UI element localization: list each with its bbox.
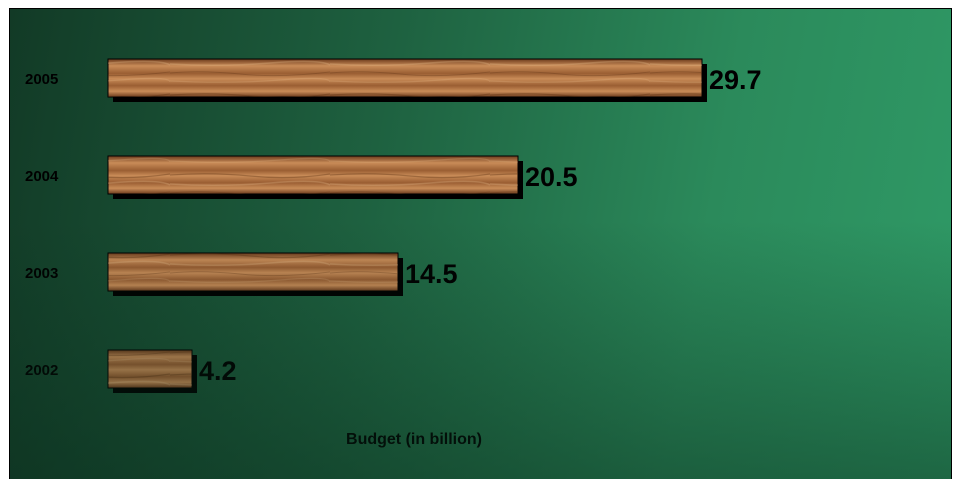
category-labels: 2005 2004 2003 2002 [25,71,59,379]
value-labels: 29.7 20.5 14.5 4.2 [199,65,762,386]
value-label-2003: 14.5 [405,259,458,289]
category-label-2002: 2002 [25,362,58,379]
category-label-2003: 2003 [25,265,58,282]
bar-grain-2002 [108,350,192,388]
category-label-2004: 2004 [25,168,59,185]
bar-grain-2005 [108,59,702,97]
value-label-2002: 4.2 [199,356,237,386]
value-label-2004: 20.5 [525,162,578,192]
bar-grain-2004 [108,156,518,194]
category-label-2005: 2005 [25,71,58,88]
bar-chart: 2005 2004 2003 2002 29.7 20.5 14.5 4.2 Budget … [25,58,762,448]
x-axis-title: Budget (in billion) [346,431,482,448]
bar-grain-2003 [108,253,398,291]
bars-layer [107,58,707,393]
value-label-2005: 29.7 [709,65,762,95]
chart-area: 2005 2004 2003 2002 29.7 20.5 14.5 4.2 Budget … [9,8,952,479]
